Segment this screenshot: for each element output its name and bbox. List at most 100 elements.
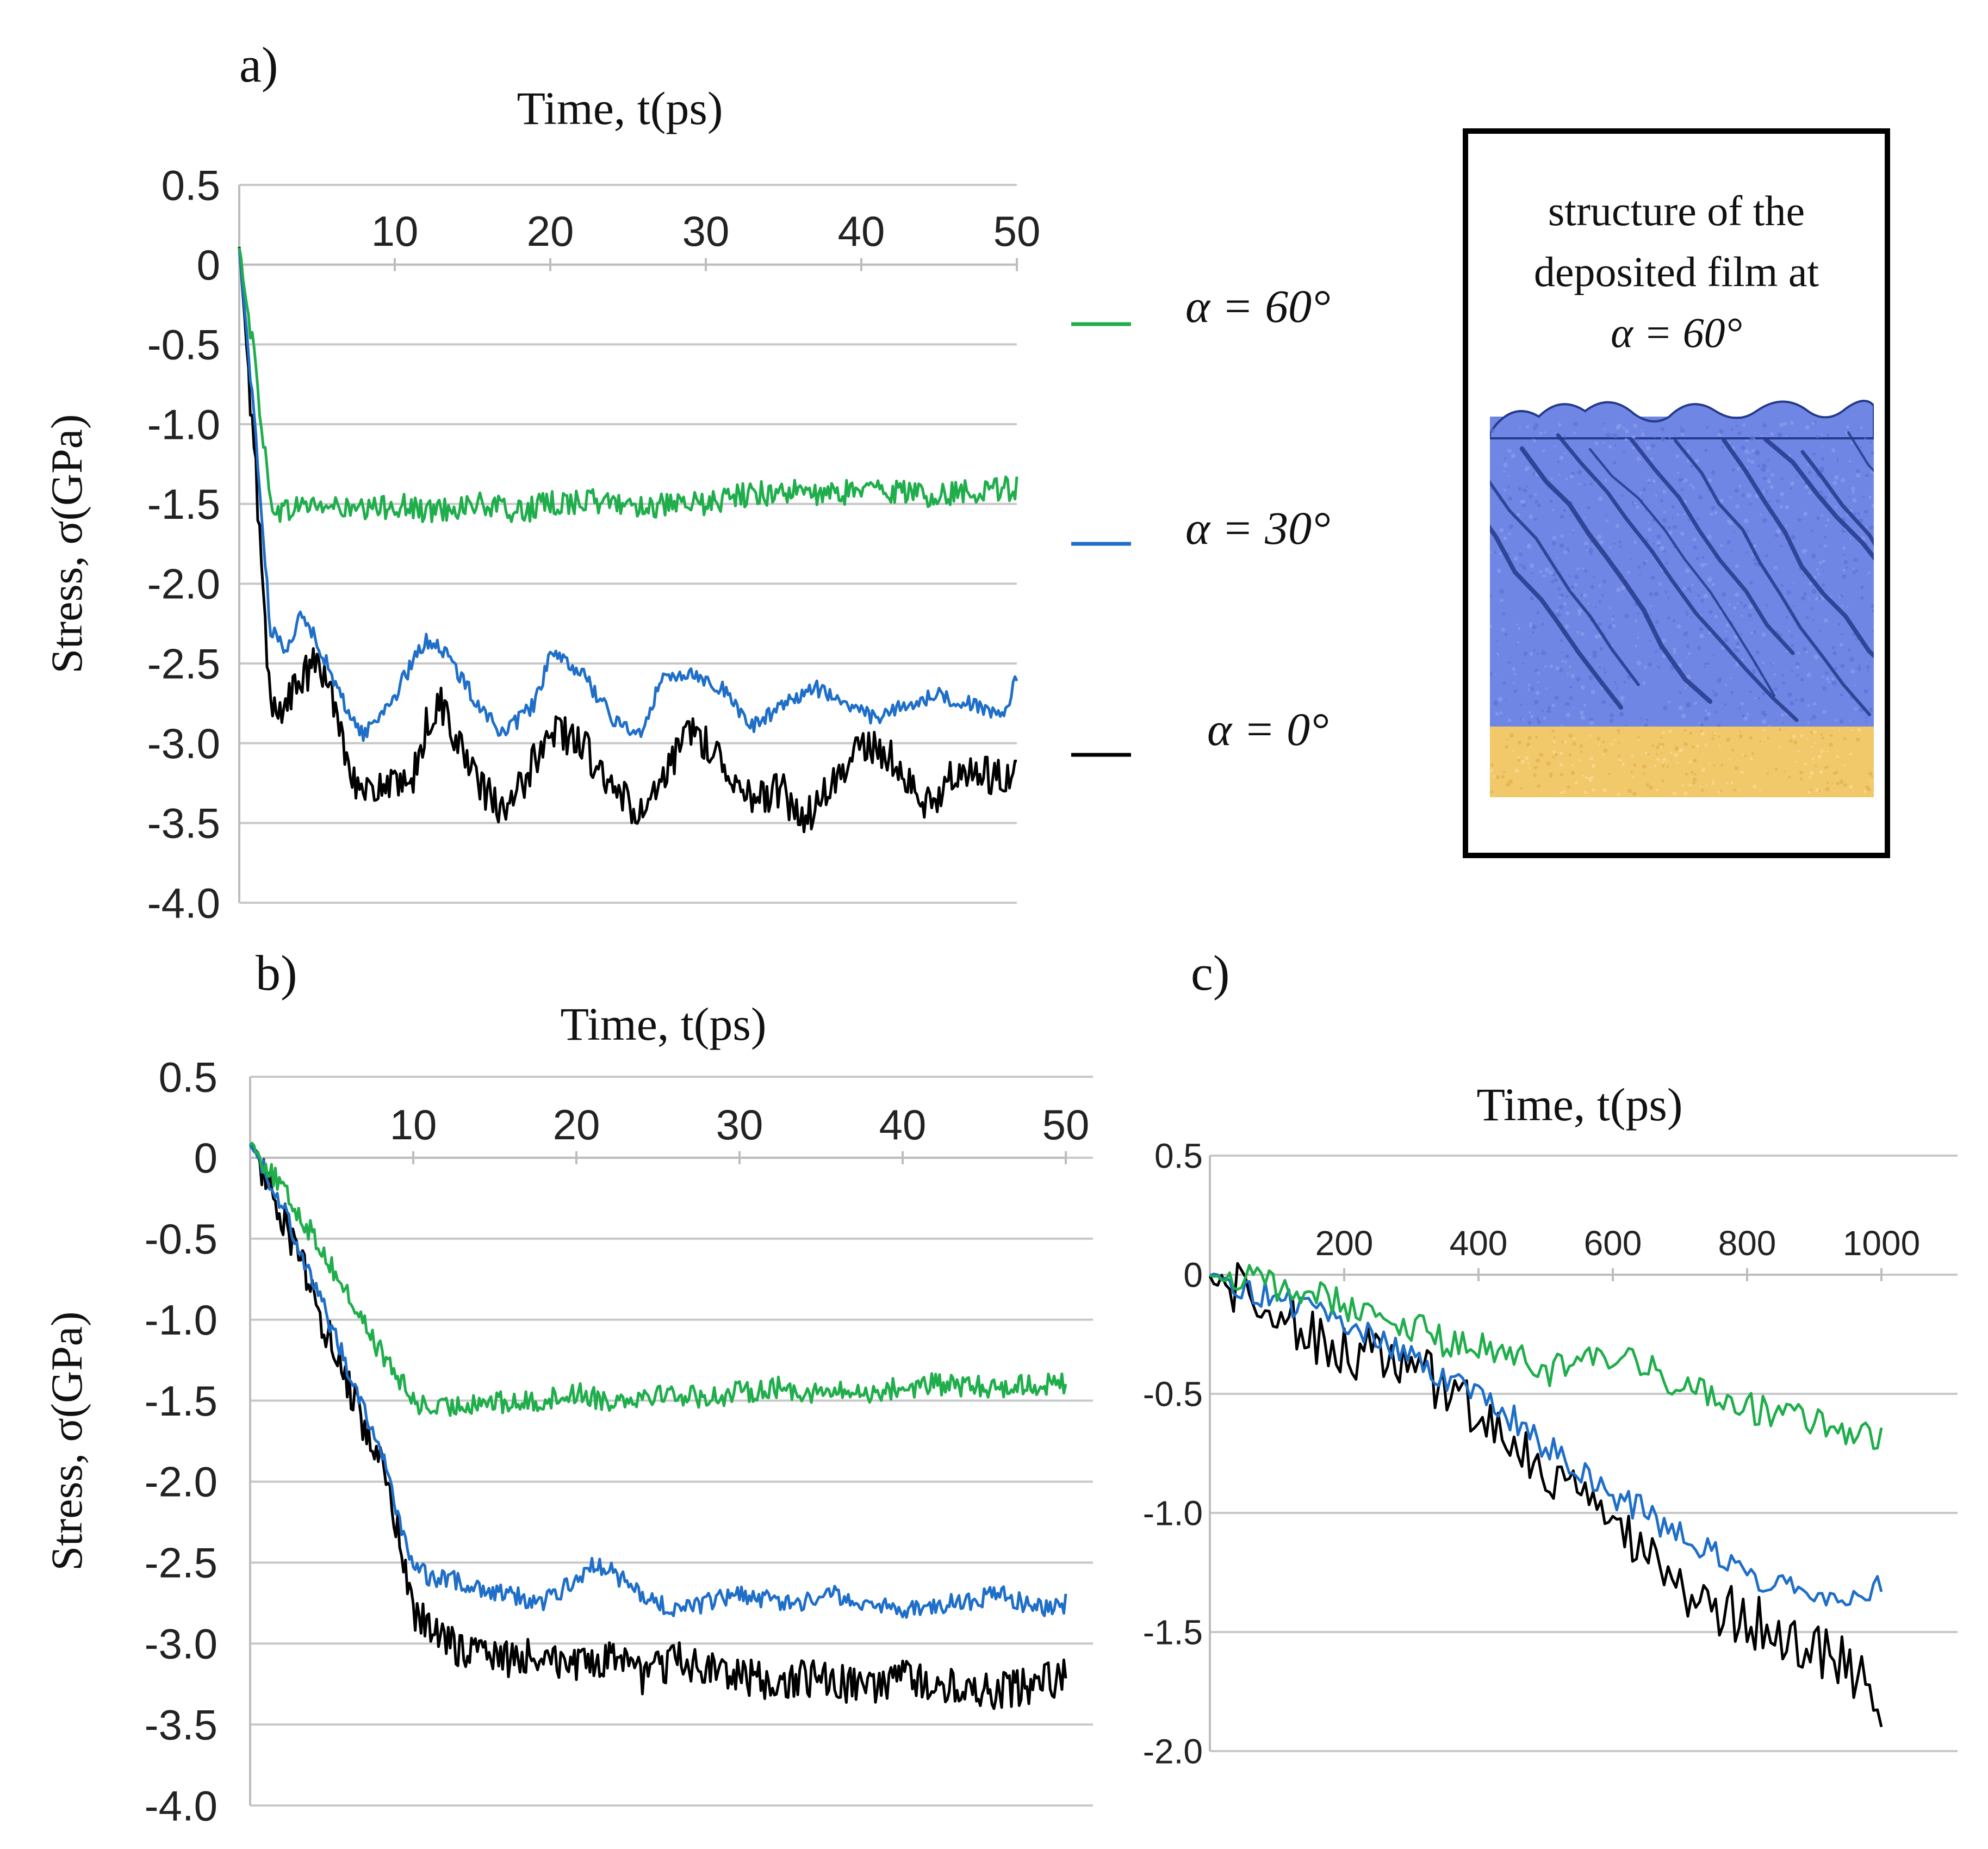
film-texture-dot xyxy=(1681,713,1686,719)
y-axis-title-b: Stress, σ(GPa) xyxy=(42,1312,91,1571)
substrate-texture-dot xyxy=(1693,759,1697,762)
film-texture-dot xyxy=(1740,601,1743,604)
film-texture-dot xyxy=(1496,640,1498,643)
film-texture-dot xyxy=(1686,644,1690,649)
substrate-texture-dot xyxy=(1552,756,1555,758)
film-texture-dot xyxy=(1865,526,1868,528)
film-texture-dot xyxy=(1755,450,1760,455)
film-texture-dot xyxy=(1822,583,1825,587)
substrate-texture-dot xyxy=(1744,754,1747,758)
film-texture-dot xyxy=(1712,654,1714,656)
film-texture-dot xyxy=(1543,716,1546,720)
film-texture-dot xyxy=(1816,516,1820,520)
film-texture-dot xyxy=(1748,604,1753,609)
film-texture-dot xyxy=(1622,495,1624,497)
substrate-texture-dot xyxy=(1836,755,1840,759)
film-texture-dot xyxy=(1613,435,1618,439)
substrate-texture-dot xyxy=(1589,779,1592,783)
y-tick-label-b-9: -4.0 xyxy=(145,1782,218,1829)
film-texture-dot xyxy=(1691,616,1693,618)
substrate-texture-dot xyxy=(1815,765,1817,767)
film-texture-dot xyxy=(1768,500,1771,503)
film-texture-dot xyxy=(1748,452,1751,455)
substrate-texture-dot xyxy=(1826,765,1829,768)
film-texture-dot xyxy=(1770,473,1775,477)
film-texture-dot xyxy=(1542,710,1544,712)
film-texture-dot xyxy=(1793,605,1795,607)
film-texture-dot xyxy=(1762,661,1765,665)
film-texture-dot xyxy=(1558,473,1561,476)
film-texture-dot xyxy=(1654,591,1658,597)
film-texture-dot xyxy=(1529,494,1532,498)
film-texture-dot xyxy=(1532,631,1535,634)
chart-c: 0.5 0 -0.5 -1.0 -1.5 -2.0 200 400 600 800 1000 Time… xyxy=(1143,1078,1958,1771)
substrate-texture-dot xyxy=(1552,740,1556,744)
film-texture-dot xyxy=(1554,696,1559,700)
film-texture-dot xyxy=(1796,665,1799,669)
film-texture-dot xyxy=(1776,529,1780,533)
substrate-texture-dot xyxy=(1735,766,1738,770)
substrate-texture-dot xyxy=(1688,760,1692,764)
film-texture-dot xyxy=(1611,433,1613,436)
film-texture-dot xyxy=(1760,468,1763,471)
substrate-texture-dot xyxy=(1767,736,1770,740)
substrate-texture-dot xyxy=(1689,731,1693,735)
substrate-texture-dot xyxy=(1731,748,1735,752)
series-line-b-0 xyxy=(249,1141,1067,1417)
film-texture-dot xyxy=(1866,716,1868,719)
film-texture-dot xyxy=(1507,475,1510,477)
substrate-texture-dot xyxy=(1809,771,1814,775)
film-texture-dot xyxy=(1770,662,1773,665)
film-void-streak xyxy=(1722,438,1874,659)
film-texture-dot xyxy=(1680,531,1685,536)
film-top-surface xyxy=(1490,400,1874,439)
substrate-texture-dot xyxy=(1661,779,1664,783)
film-texture-dot xyxy=(1609,704,1612,706)
film-texture-dot xyxy=(1541,650,1546,655)
film-texture-dot xyxy=(1537,504,1541,507)
substrate-texture-dot xyxy=(1778,728,1781,731)
film-texture-dot xyxy=(1591,690,1595,694)
film-texture-dot xyxy=(1823,570,1825,572)
film-texture-dot xyxy=(1633,424,1638,428)
y-tick-label-c-5: -2.0 xyxy=(1143,1732,1203,1771)
film-void-streak xyxy=(1556,433,1799,722)
film-texture-dot xyxy=(1849,509,1853,512)
substrate-texture-dot xyxy=(1750,757,1753,760)
film-texture-dot xyxy=(1642,561,1647,566)
film-texture-dot xyxy=(1709,610,1713,614)
film-texture-dot xyxy=(1599,539,1604,544)
film-texture-dot xyxy=(1680,488,1684,492)
film-texture-dot xyxy=(1690,464,1693,468)
film-texture-dot xyxy=(1782,722,1785,724)
film-texture-dot xyxy=(1534,700,1538,705)
film-texture-dot xyxy=(1706,712,1711,716)
film-texture-dot xyxy=(1811,530,1813,532)
substrate-texture-dot xyxy=(1620,762,1625,766)
substrate-texture-dot xyxy=(1560,791,1563,795)
substrate-texture-dot xyxy=(1717,735,1720,738)
film-texture-dot xyxy=(1502,681,1506,685)
film-texture-dot xyxy=(1668,700,1671,703)
substrate-texture-dot xyxy=(1610,742,1613,746)
film-texture-dot xyxy=(1644,666,1648,669)
film-texture-dot xyxy=(1821,514,1823,517)
film-texture-dot xyxy=(1719,498,1724,503)
substrate-texture-dot xyxy=(1832,772,1836,775)
film-texture-dot xyxy=(1697,646,1701,650)
substrate-texture-dot xyxy=(1661,752,1663,754)
film-texture-dot xyxy=(1636,505,1639,509)
film-void-streak xyxy=(1490,480,1640,686)
film-texture-dot xyxy=(1560,514,1564,519)
film-texture-dot xyxy=(1503,489,1506,492)
film-texture-dot xyxy=(1563,509,1567,512)
film-texture-dot xyxy=(1685,568,1690,573)
film-texture-dot xyxy=(1691,583,1694,586)
film-texture-dot xyxy=(1523,488,1527,493)
legend-label-0: α = 0° xyxy=(1207,703,1329,755)
substrate-texture-dot xyxy=(1602,740,1605,743)
film-texture-dot xyxy=(1801,596,1806,601)
film-texture-dot xyxy=(1744,449,1749,454)
substrate-texture-dot xyxy=(1676,761,1679,764)
film-texture-dot xyxy=(1842,546,1846,550)
